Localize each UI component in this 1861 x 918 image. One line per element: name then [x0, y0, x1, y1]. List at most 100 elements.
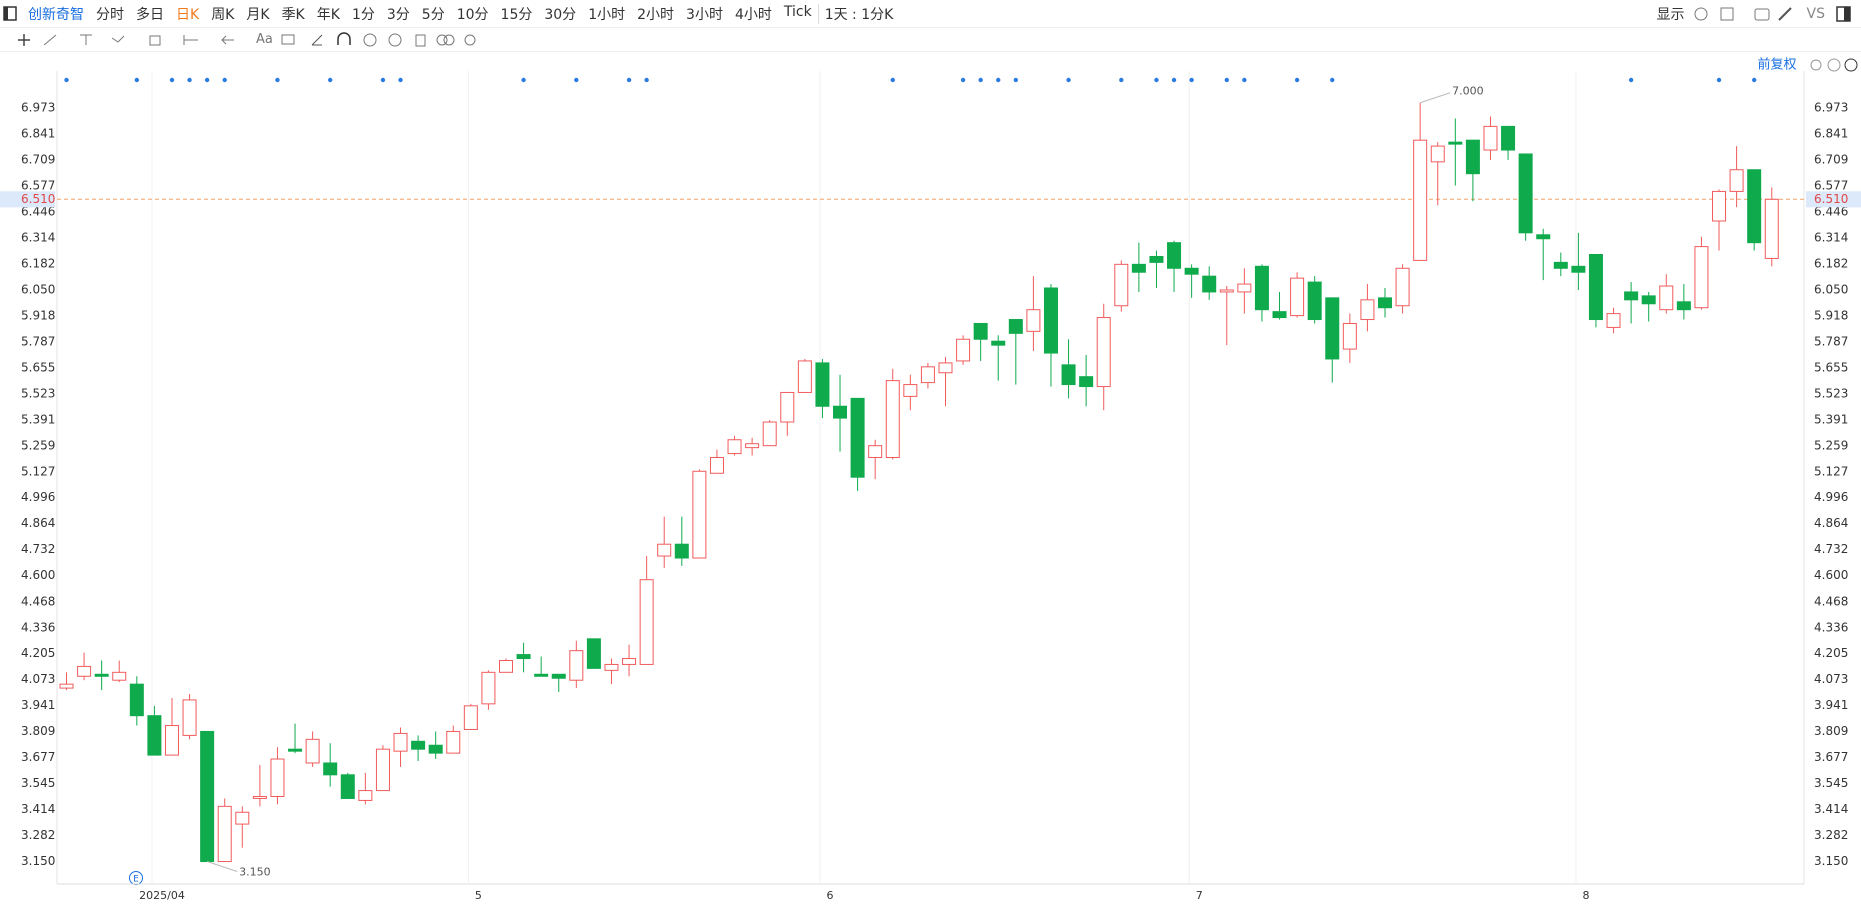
- candle-body: [1149, 255, 1164, 263]
- event-dot[interactable]: [521, 77, 526, 83]
- event-dot[interactable]: [187, 77, 192, 83]
- event-dot[interactable]: [574, 77, 579, 83]
- period-button[interactable]: 1分: [351, 6, 375, 23]
- period-button[interactable]: 月K: [246, 6, 270, 23]
- period-button[interactable]: 2小时: [637, 6, 675, 23]
- event-dot[interactable]: [134, 77, 140, 83]
- y-tick-label-right: 5.391: [1814, 412, 1848, 426]
- candle-body: [1114, 263, 1129, 307]
- period-button[interactable]: 多日: [136, 6, 164, 23]
- event-dot[interactable]: [1171, 77, 1177, 83]
- panel-icon[interactable]: [0, 4, 22, 24]
- y-tick-label: 6.050: [21, 282, 55, 296]
- event-dot[interactable]: [1066, 77, 1071, 83]
- period-button[interactable]: 30分: [544, 6, 577, 23]
- layout-icon[interactable]: [1831, 4, 1861, 24]
- event-dot[interactable]: [1224, 77, 1229, 83]
- period-button[interactable]: 1小时: [588, 6, 626, 23]
- candle-body: [1008, 319, 1023, 334]
- y-tick-label-right: 4.864: [1814, 516, 1848, 530]
- compare-button[interactable]: VS: [1806, 5, 1825, 22]
- period-setting[interactable]: 1天 : 1分K: [817, 3, 900, 24]
- tool-icons[interactable]: [1691, 4, 1801, 24]
- event-dot[interactable]: [380, 77, 386, 83]
- y-tick-label-right: 4.732: [1814, 542, 1848, 556]
- period-button[interactable]: 3分: [386, 6, 410, 23]
- low-pointer: [206, 861, 238, 873]
- period-button[interactable]: 季K: [281, 6, 305, 23]
- event-dot[interactable]: [275, 77, 280, 83]
- low-label: 3.150: [239, 866, 271, 879]
- candle-body: [762, 421, 777, 447]
- event-dot[interactable]: [64, 77, 69, 83]
- candle-body: [1764, 198, 1779, 259]
- period-button[interactable]: 分时: [96, 6, 124, 23]
- period-button[interactable]: 5分: [421, 6, 445, 23]
- period-button[interactable]: 周K: [211, 6, 235, 23]
- candle-body: [1342, 322, 1357, 350]
- candle-body: [270, 758, 285, 797]
- period-button[interactable]: 日K: [176, 6, 200, 23]
- last-price-box: [1806, 191, 1861, 208]
- candle-body: [1167, 242, 1182, 269]
- y-tick-label: 6.314: [21, 230, 55, 244]
- event-dot[interactable]: [1294, 77, 1300, 83]
- y-tick-label: 3.414: [21, 802, 55, 816]
- candle-body: [657, 543, 672, 557]
- candle-body: [622, 658, 637, 665]
- period-button[interactable]: 年K: [316, 6, 340, 23]
- candle-body: [411, 740, 426, 750]
- event-dot[interactable]: [204, 77, 210, 83]
- event-dot[interactable]: [222, 77, 227, 83]
- event-dot[interactable]: [1154, 77, 1159, 83]
- event-dot[interactable]: [1242, 77, 1247, 83]
- candle-body: [1641, 295, 1656, 305]
- chart-controls[interactable]: [1810, 58, 1858, 72]
- candle-body: [1272, 311, 1287, 319]
- drawing-icons-2[interactable]: [280, 28, 480, 52]
- candle-body: [323, 762, 338, 776]
- y-tick-label: 6.709: [21, 153, 55, 167]
- adjust-toggle[interactable]: 前复权: [1757, 57, 1796, 73]
- period-button[interactable]: 4小时: [734, 6, 772, 23]
- event-dot[interactable]: [644, 77, 649, 83]
- display-menu[interactable]: 显示: [1656, 6, 1685, 23]
- period-button[interactable]: Tick: [783, 3, 812, 20]
- event-dot[interactable]: [960, 77, 966, 83]
- candle-body: [1483, 125, 1498, 151]
- event-dot[interactable]: [996, 77, 1001, 83]
- event-dot[interactable]: [328, 77, 333, 83]
- candle-body: [1588, 253, 1603, 321]
- x-tick-label: 5: [475, 889, 482, 902]
- period-button[interactable]: 15分: [500, 6, 533, 23]
- event-dot[interactable]: [1751, 77, 1757, 83]
- event-dot[interactable]: [1189, 77, 1194, 83]
- candle-body: [1747, 169, 1762, 244]
- period-button[interactable]: 3小时: [686, 6, 723, 23]
- drawing-toolbar: Aa: [0, 28, 1861, 52]
- event-dot[interactable]: [1013, 77, 1019, 83]
- event-dot[interactable]: [890, 77, 895, 83]
- y-tick-label: 3.941: [21, 698, 55, 712]
- event-dot[interactable]: [1716, 77, 1722, 83]
- period-button[interactable]: 10分: [456, 6, 489, 23]
- y-tick-label: 3.809: [21, 724, 55, 738]
- candle-body: [252, 795, 267, 799]
- event-dot[interactable]: [1330, 77, 1335, 83]
- y-tick-label: 4.468: [21, 594, 55, 608]
- event-dot[interactable]: [1628, 77, 1634, 83]
- event-dot[interactable]: [169, 77, 175, 83]
- drawing-icons[interactable]: [0, 28, 300, 52]
- event-dot[interactable]: [1119, 77, 1124, 83]
- stock-name[interactable]: 创新奇智: [28, 6, 84, 23]
- candle-body: [1553, 261, 1568, 269]
- candle-body: [991, 340, 1006, 346]
- event-dot[interactable]: [626, 77, 632, 83]
- candle-body: [551, 673, 566, 679]
- font-tool[interactable]: Aa: [256, 32, 273, 47]
- candle-body: [94, 673, 109, 677]
- y-tick-label: 5.259: [21, 438, 55, 452]
- event-dot[interactable]: [978, 77, 983, 83]
- event-dot[interactable]: [398, 77, 403, 83]
